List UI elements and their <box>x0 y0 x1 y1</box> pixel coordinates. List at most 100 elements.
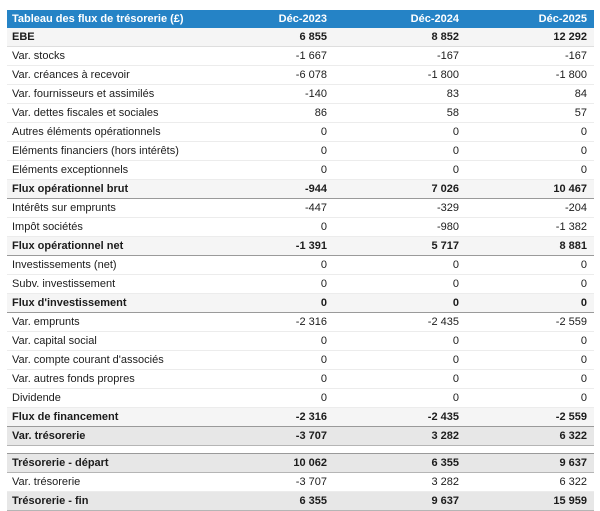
cell-value: -167 <box>466 46 594 66</box>
row-label: Eléments financiers (hors intérêts) <box>7 141 202 161</box>
table-row: Var. trésorerie -3 707 3 282 6 322 <box>7 472 594 492</box>
cell-value: 0 <box>202 350 334 370</box>
cell-value: -2 559 <box>466 312 594 332</box>
row-label: Var. fournisseurs et assimilés <box>7 84 202 104</box>
cell-value: 8 881 <box>466 236 594 256</box>
row-label: Flux d'investissement <box>7 293 202 313</box>
cell-value: 84 <box>466 84 594 104</box>
cell-value: -1 800 <box>466 65 594 85</box>
cell-value: 3 282 <box>334 426 466 446</box>
cell-value: 0 <box>334 331 466 351</box>
cell-value: 0 <box>466 274 594 294</box>
row-label: EBE <box>7 28 202 47</box>
cell-value: -2 316 <box>202 407 334 427</box>
cell-value: -2 559 <box>466 407 594 427</box>
cell-value: 0 <box>466 350 594 370</box>
cell-value: 0 <box>202 388 334 408</box>
cell-value: -204 <box>466 198 594 218</box>
cell-value: 0 <box>466 388 594 408</box>
table-row: Var. trésorerie -3 707 3 282 6 322 <box>7 426 594 446</box>
cell-value: 83 <box>334 84 466 104</box>
table-row: Investissements (net) 0 0 0 <box>7 255 594 275</box>
cell-value: -1 382 <box>466 217 594 237</box>
table-header: Tableau des flux de trésorerie (£) Déc-2… <box>7 10 594 28</box>
cell-value: 6 322 <box>466 426 594 446</box>
cell-value: 10 467 <box>466 179 594 199</box>
row-label: Var. créances à recevoir <box>7 65 202 85</box>
cell-value: 0 <box>466 141 594 161</box>
cell-value: 0 <box>202 217 334 237</box>
row-label: Impôt sociétés <box>7 217 202 237</box>
spacer-row <box>7 445 594 454</box>
table-row: Var. emprunts -2 316 -2 435 -2 559 <box>7 312 594 332</box>
row-label: Trésorerie - fin <box>7 491 202 511</box>
row-label: Var. autres fonds propres <box>7 369 202 389</box>
table-body: EBE 6 855 8 852 12 292 Var. stocks -1 667 -167… <box>7 28 594 511</box>
row-label: Flux opérationnel net <box>7 236 202 256</box>
cell-value: 0 <box>334 255 466 275</box>
cash-flow-statement: Tableau des flux de trésorerie (£) Déc-2… <box>7 10 594 511</box>
table-row: Var. stocks -1 667 -167 -167 <box>7 46 594 66</box>
header-row: Tableau des flux de trésorerie (£) Déc-2… <box>7 10 594 28</box>
cell-value: 0 <box>334 160 466 180</box>
cell-value: -329 <box>334 198 466 218</box>
cell-value: 6 322 <box>466 472 594 492</box>
cell-value: 0 <box>202 160 334 180</box>
spacer-cell <box>7 445 594 454</box>
row-label: Investissements (net) <box>7 255 202 275</box>
cell-value: 0 <box>334 369 466 389</box>
cell-value: 0 <box>466 122 594 142</box>
cell-value: 0 <box>334 274 466 294</box>
table-row: EBE 6 855 8 852 12 292 <box>7 28 594 47</box>
cell-value: -2 435 <box>334 312 466 332</box>
table-row: Var. capital social 0 0 0 <box>7 331 594 351</box>
table-row: Trésorerie - départ 10 062 6 355 9 637 <box>7 453 594 473</box>
row-label: Var. trésorerie <box>7 472 202 492</box>
cell-value: 6 355 <box>334 453 466 473</box>
cell-value: -2 435 <box>334 407 466 427</box>
cell-value: -3 707 <box>202 472 334 492</box>
row-label: Var. stocks <box>7 46 202 66</box>
cell-value: 0 <box>466 331 594 351</box>
cell-value: 7 026 <box>334 179 466 199</box>
cell-value: 0 <box>334 141 466 161</box>
table-row: Flux de financement -2 316 -2 435 -2 559 <box>7 407 594 427</box>
cell-value: -140 <box>202 84 334 104</box>
cell-value: 0 <box>334 388 466 408</box>
table-row: Impôt sociétés 0 -980 -1 382 <box>7 217 594 237</box>
row-label: Autres éléments opérationnels <box>7 122 202 142</box>
table-row: Trésorerie - fin 6 355 9 637 15 959 <box>7 491 594 511</box>
cell-value: -447 <box>202 198 334 218</box>
table-row: Subv. investissement 0 0 0 <box>7 274 594 294</box>
cell-value: -1 391 <box>202 236 334 256</box>
cell-value: 0 <box>202 255 334 275</box>
table-row: Flux opérationnel brut -944 7 026 10 467 <box>7 179 594 199</box>
row-label: Flux opérationnel brut <box>7 179 202 199</box>
cell-value: 15 959 <box>466 491 594 511</box>
row-label: Dividende <box>7 388 202 408</box>
cell-value: -1 667 <box>202 46 334 66</box>
row-label: Var. trésorerie <box>7 426 202 446</box>
table-row: Flux d'investissement 0 0 0 <box>7 293 594 313</box>
row-label: Var. emprunts <box>7 312 202 332</box>
cell-value: 0 <box>202 122 334 142</box>
row-label: Var. dettes fiscales et sociales <box>7 103 202 123</box>
table-row: Var. dettes fiscales et sociales 86 58 57 <box>7 103 594 123</box>
table-title: Tableau des flux de trésorerie (£) <box>7 10 202 28</box>
cell-value: -944 <box>202 179 334 199</box>
table-row: Flux opérationnel net -1 391 5 717 8 881 <box>7 236 594 256</box>
cell-value: 5 717 <box>334 236 466 256</box>
cell-value: 0 <box>202 293 334 313</box>
cell-value: 57 <box>466 103 594 123</box>
cell-value: 0 <box>466 369 594 389</box>
row-label: Intérêts sur emprunts <box>7 198 202 218</box>
row-label: Var. capital social <box>7 331 202 351</box>
table-row: Var. créances à recevoir -6 078 -1 800 -1 8… <box>7 65 594 85</box>
row-label: Eléments exceptionnels <box>7 160 202 180</box>
column-header-dec-2025: Déc-2025 <box>466 10 594 28</box>
row-label: Trésorerie - départ <box>7 453 202 473</box>
cell-value: 6 355 <box>202 491 334 511</box>
cell-value: 0 <box>466 255 594 275</box>
table-row: Eléments exceptionnels 0 0 0 <box>7 160 594 180</box>
cell-value: 0 <box>466 293 594 313</box>
